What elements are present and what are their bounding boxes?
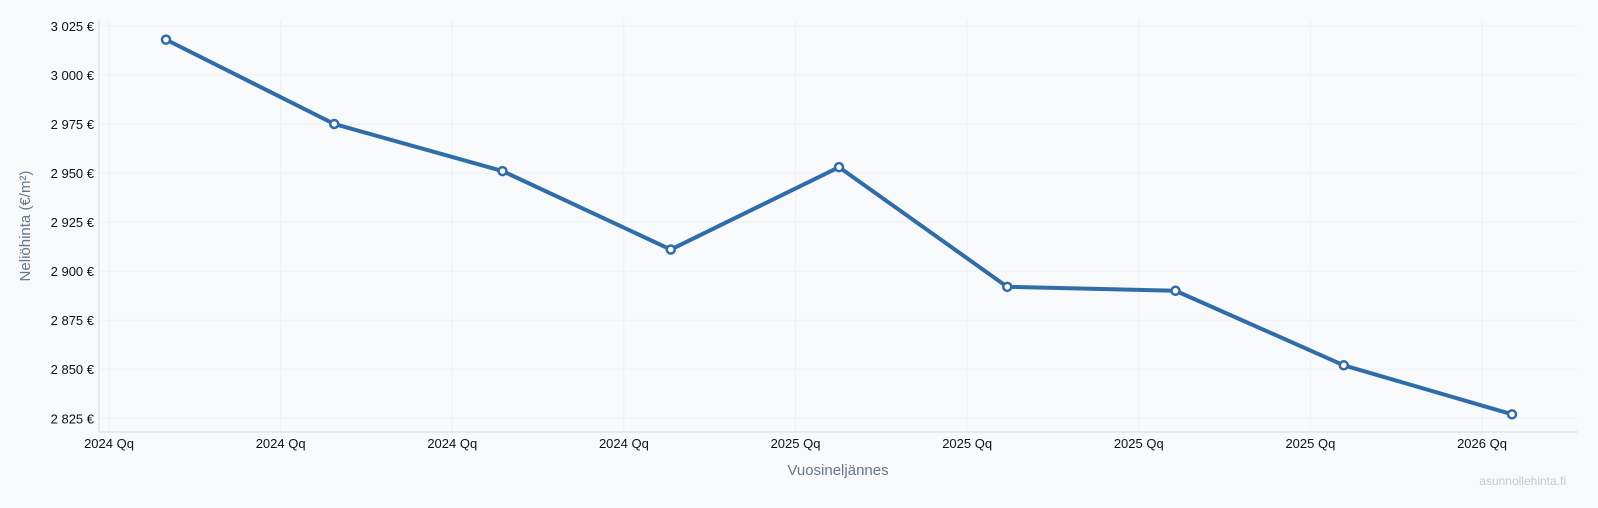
y-tick-label: 3 000 €	[51, 68, 95, 83]
x-tick-label: 2024 Qq	[599, 436, 649, 451]
y-tick-label: 3 025 €	[51, 19, 95, 34]
y-axis-ticks: 3 025 € 3 000 € 2 975 € 2 950 € 2 925 € 2 900…	[51, 19, 95, 426]
y-axis-title: Neliöhinta (€/m²)	[17, 171, 34, 282]
y-tick-label: 2 975 €	[51, 117, 95, 132]
y-tick-label: 2 825 €	[51, 411, 95, 426]
data-point[interactable]	[665, 244, 676, 255]
y-tick-label: 2 850 €	[51, 362, 95, 377]
data-point[interactable]	[1002, 281, 1013, 293]
data-point[interactable]	[497, 165, 508, 177]
y-tick-label: 2 925 €	[51, 215, 95, 230]
x-axis-ticks: 2024 Qq 2024 Qq 2024 Qq 2024 Qq 2025 Qq 2025 …	[84, 436, 1507, 451]
data-point[interactable]	[1338, 360, 1349, 371]
y-tick-label: 2 900 €	[51, 264, 95, 279]
data-point[interactable]	[329, 118, 340, 130]
x-tick-label: 2025 Qq	[1114, 436, 1164, 451]
x-tick-label: 2025 Qq	[771, 436, 821, 451]
x-tick-label: 2024 Qq	[84, 436, 134, 451]
watermark: asunnollehinta.fi	[1479, 474, 1566, 488]
x-axis-title: Vuosineljännes	[787, 462, 888, 479]
data-point[interactable]	[1170, 285, 1181, 296]
x-tick-label: 2024 Qq	[256, 436, 306, 451]
x-tick-label: 2026 Qq	[1457, 436, 1507, 451]
data-point[interactable]	[833, 161, 845, 173]
y-tick-label: 2 875 €	[51, 313, 95, 328]
x-tick-label: 2025 Qq	[1285, 436, 1335, 451]
x-tick-label: 2025 Qq	[942, 436, 992, 451]
x-tick-label: 2024 Qq	[427, 436, 477, 451]
data-point[interactable]	[1506, 409, 1518, 420]
y-tick-label: 2 950 €	[51, 166, 95, 181]
data-points	[160, 34, 1518, 420]
data-point[interactable]	[160, 34, 172, 45]
